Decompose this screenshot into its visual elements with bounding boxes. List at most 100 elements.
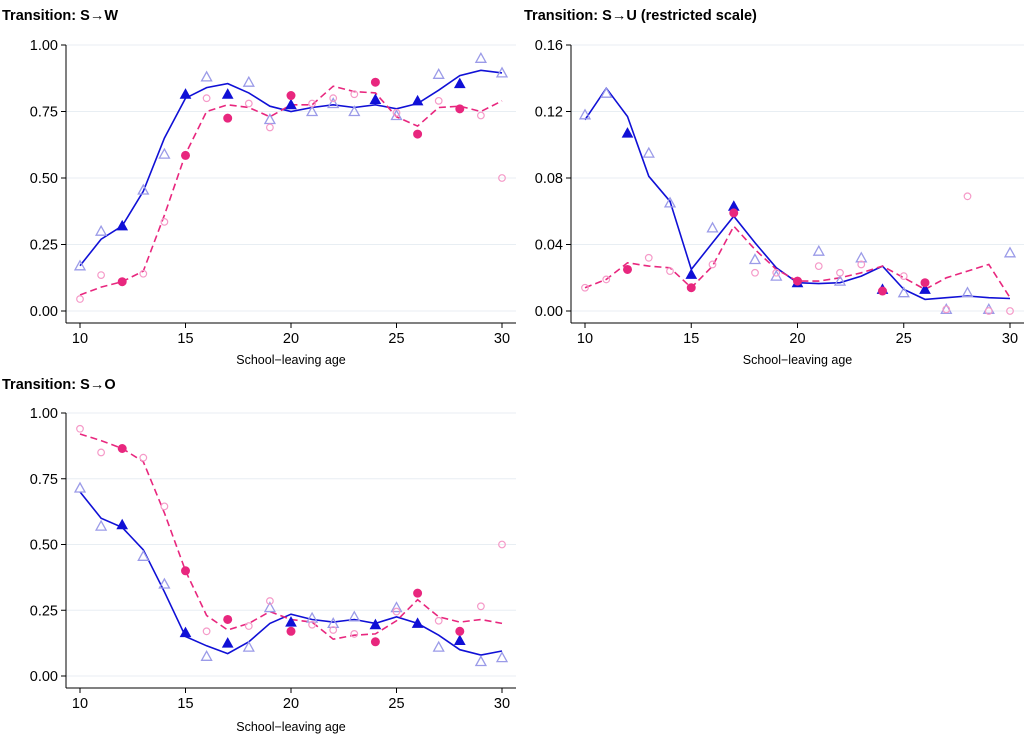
x-tick-label: 30 — [1002, 331, 1018, 347]
data-point-triangle — [116, 219, 129, 231]
y-tick-label: 1.00 — [30, 38, 58, 54]
data-point-triangle — [642, 146, 655, 158]
data-point-circle — [984, 307, 993, 315]
data-point-circle — [139, 269, 148, 278]
data-point-triangle — [73, 259, 87, 271]
data-point-circle — [392, 108, 401, 117]
data-point-circle — [666, 267, 674, 276]
series-line-solid — [79, 491, 503, 656]
data-point-circle — [76, 424, 84, 433]
series-marker-hollow-triangle — [73, 481, 509, 667]
x-axis-label: School−leaving age — [743, 353, 853, 367]
x-tick-label: 25 — [388, 696, 404, 712]
data-point-triangle — [453, 77, 466, 89]
data-point-triangle — [348, 105, 361, 117]
data-point-circle — [602, 275, 611, 284]
data-point-triangle — [137, 183, 150, 195]
y-tick-label: 0.50 — [30, 171, 58, 187]
series-line-solid — [79, 69, 503, 267]
data-point-circle — [266, 123, 274, 132]
data-point-triangle — [137, 549, 150, 561]
series-marker-hollow-circle — [76, 90, 506, 303]
data-point-triangle — [94, 519, 108, 531]
y-tick-label: 0.50 — [30, 538, 58, 554]
data-point-triangle — [94, 224, 108, 236]
series-marker-filled-triangle — [116, 518, 466, 648]
data-point-triangle — [919, 283, 931, 294]
data-point-circle — [498, 540, 506, 549]
x-tick-label: 25 — [388, 331, 404, 347]
data-point-triangle — [855, 251, 868, 263]
data-point-triangle — [432, 67, 445, 79]
x-tick-label: 20 — [789, 331, 805, 347]
chart-panel-1: Transition: S→W 0.00 0.25 0.50 0.75 1.00 10 15 2… — [2, 8, 516, 367]
data-point-circle — [477, 111, 485, 120]
data-point-triangle — [242, 75, 255, 87]
data-point-circle — [97, 448, 105, 457]
y-tick-label: 0.00 — [30, 669, 58, 685]
data-point-triangle — [600, 86, 613, 98]
y-tick-label: 0.00 — [535, 304, 563, 320]
x-tick-label: 10 — [72, 696, 88, 712]
data-point-triangle — [474, 655, 488, 667]
data-point-circle — [286, 91, 296, 101]
data-point-triangle — [369, 93, 382, 104]
series-marker-hollow-circle — [581, 192, 1014, 315]
series-marker-filled-circle — [117, 444, 465, 647]
data-point-circle — [329, 94, 338, 103]
series-marker-filled-circle — [623, 208, 930, 296]
y-tick-label: 0.16 — [535, 38, 563, 54]
data-point-circle — [878, 286, 887, 296]
data-point-triangle — [1003, 246, 1017, 258]
x-tick-label: 15 — [177, 331, 193, 347]
y-tick-label: 0.25 — [30, 238, 58, 254]
data-point-circle — [455, 104, 465, 114]
data-point-triangle — [474, 51, 488, 63]
data-point-triangle — [116, 518, 129, 530]
data-point-triangle — [221, 88, 234, 99]
data-point-triangle — [200, 649, 213, 661]
data-point-circle — [644, 253, 653, 262]
data-point-circle — [413, 129, 423, 139]
data-point-triangle — [285, 616, 297, 627]
data-point-triangle — [961, 286, 974, 298]
data-point-triangle — [411, 617, 424, 628]
data-point-circle — [772, 268, 781, 277]
x-axis-label: School−leaving age — [236, 720, 346, 734]
data-point-triangle — [369, 618, 382, 630]
data-point-circle — [857, 260, 866, 269]
chart-panel-3: Transition: S→O 0.00 0.25 0.50 0.75 1.00 10 15 2… — [2, 377, 516, 734]
series-marker-hollow-circle — [76, 424, 506, 638]
series-line — [584, 224, 1011, 299]
data-point-circle — [455, 626, 465, 636]
data-point-circle — [202, 627, 211, 636]
x-tick-label: 15 — [177, 696, 193, 712]
data-point-circle — [117, 277, 127, 287]
x-tick-label: 30 — [494, 696, 510, 712]
data-point-triangle — [940, 302, 953, 314]
data-point-circle — [266, 597, 274, 605]
data-point-circle — [920, 278, 930, 288]
data-point-triangle — [495, 651, 509, 663]
data-point-triangle — [327, 617, 340, 629]
data-point-circle — [751, 268, 759, 277]
y-tick-label: 0.75 — [30, 472, 58, 488]
data-point-triangle — [578, 108, 592, 120]
series-marker-filled-triangle — [116, 77, 466, 231]
data-point-triangle — [706, 221, 719, 233]
data-point-circle — [286, 626, 296, 636]
chart-title: Transition: S→O — [2, 377, 116, 393]
data-point-circle — [963, 192, 972, 201]
data-point-triangle — [305, 105, 319, 117]
data-point-circle — [899, 272, 908, 280]
data-point-triangle — [263, 601, 277, 613]
series-marker-filled-circle — [117, 77, 465, 287]
data-point-circle — [729, 208, 739, 218]
data-point-circle — [329, 626, 338, 634]
data-point-circle — [623, 264, 632, 274]
series-marker-hollow-triangle — [73, 51, 509, 271]
chart-title: Transition: S→U (restricted scale) — [524, 8, 757, 24]
series-line — [584, 86, 1011, 301]
y-tick-label: 0.75 — [30, 105, 58, 121]
data-point-triangle — [748, 253, 762, 265]
